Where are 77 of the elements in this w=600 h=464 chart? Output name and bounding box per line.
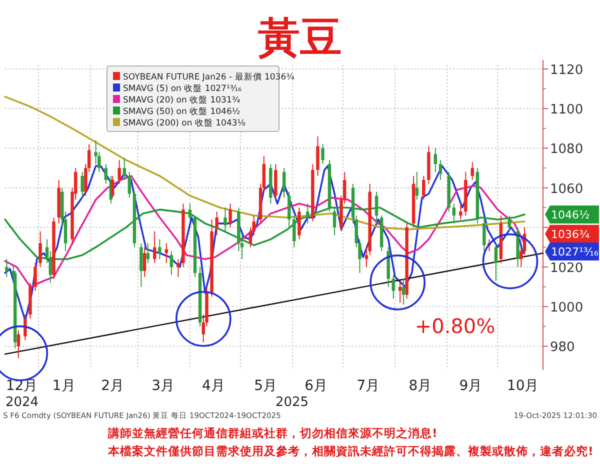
legend-label: SMAVG (20) on 收盤 1031¾ (123, 94, 240, 106)
candlestick (321, 144, 324, 165)
annotation: 1027¹³⁄₁₆ (551, 246, 600, 259)
line-series (4, 96, 526, 230)
candlestick (118, 160, 121, 184)
candlestick (422, 175, 426, 200)
x-tick-label: 6月 (304, 378, 328, 394)
candlestick (215, 211, 218, 236)
candlestick (170, 250, 174, 276)
legend-label: SOYBEAN FUTURE Jan26 - 最新價 1036¾ (123, 72, 294, 82)
candlestick (111, 175, 114, 198)
candlestick (38, 230, 42, 268)
candlestick (224, 207, 227, 232)
value-tag: 1027¹³⁄₁₆ (545, 242, 599, 261)
candlestick (292, 215, 296, 248)
legend-label: SMAVG (50) on 收盤 1046½ (123, 106, 240, 117)
candlestick (374, 191, 378, 224)
y-tick-label: 1020 (550, 261, 584, 276)
candlestick (228, 203, 232, 228)
candlestick (316, 136, 320, 176)
legend-label: SMAVG (5) on 收盤 1027¹³⁄₁₆ (123, 83, 242, 94)
candlestick (306, 203, 310, 224)
candlestick (438, 160, 442, 180)
candlestick (34, 262, 37, 292)
x-tick-label: 2月 (101, 378, 124, 394)
candlestick (16, 330, 20, 359)
x-tick-label: 1月 (52, 378, 76, 394)
candlestick (176, 258, 180, 278)
legend-label: SMAVG (200) on 收盤 1043⅛ (123, 118, 246, 128)
candlestick (188, 203, 192, 220)
x-tick-label: 4月 (202, 378, 225, 394)
candlestick (482, 218, 486, 252)
y-tick-label: 1000 (550, 300, 584, 316)
annotation: 1036¾ (551, 228, 590, 241)
y-tick-label: 1080 (550, 142, 584, 158)
candlestick (398, 282, 402, 304)
candlestick (298, 207, 301, 240)
candlestick (282, 167, 286, 198)
x-tick-label: 7月 (356, 378, 380, 394)
candlestick (5, 258, 8, 278)
text: 2025 (275, 395, 309, 410)
candlestick (80, 171, 84, 198)
candlestick (158, 238, 162, 260)
candlestick (128, 171, 132, 198)
candlestick (24, 314, 27, 341)
x-tick-label: 9月 (459, 378, 482, 394)
candlestick (452, 203, 456, 224)
candlestick (459, 203, 462, 220)
x-tick-label: 10月 (506, 378, 539, 394)
annotation: +0.80% (414, 314, 496, 338)
y-tick-label: 1060 (550, 182, 584, 197)
candlestick (122, 158, 126, 180)
candlestick (164, 242, 168, 264)
candlestick (508, 215, 511, 232)
y-tick-label: 980 (550, 340, 575, 356)
x-tick-label: 5月 (254, 378, 278, 394)
x-tick-label: 8月 (408, 378, 432, 394)
candlestick (434, 148, 437, 172)
candlestick (104, 164, 108, 184)
text: 2024 (5, 395, 39, 410)
candlestick (494, 242, 498, 282)
candlestick (392, 274, 395, 300)
x-tick-label: 3月 (152, 378, 174, 394)
chart-title: 黃豆 (258, 13, 342, 62)
text: 講師並無經營任何通信群組或社群，切勿相信來源不明之消息! (107, 426, 438, 440)
candlestick (470, 162, 474, 180)
value-tag: 1046½ (545, 206, 599, 224)
candlestick (332, 207, 336, 236)
y-tick-label: 1120 (550, 62, 584, 78)
candlestick (146, 242, 150, 264)
text: 本檔案文件僅供節目需求使用及參考，相關資訊未經許可不得揭露、複製或散佈，違者必究! (107, 444, 594, 458)
annotation: 1046½ (551, 208, 590, 222)
candlestick (288, 191, 291, 228)
candlestick (142, 246, 146, 278)
candlestick (140, 242, 143, 288)
candlestick (153, 230, 156, 264)
y-tick-label: 1100 (550, 102, 584, 118)
